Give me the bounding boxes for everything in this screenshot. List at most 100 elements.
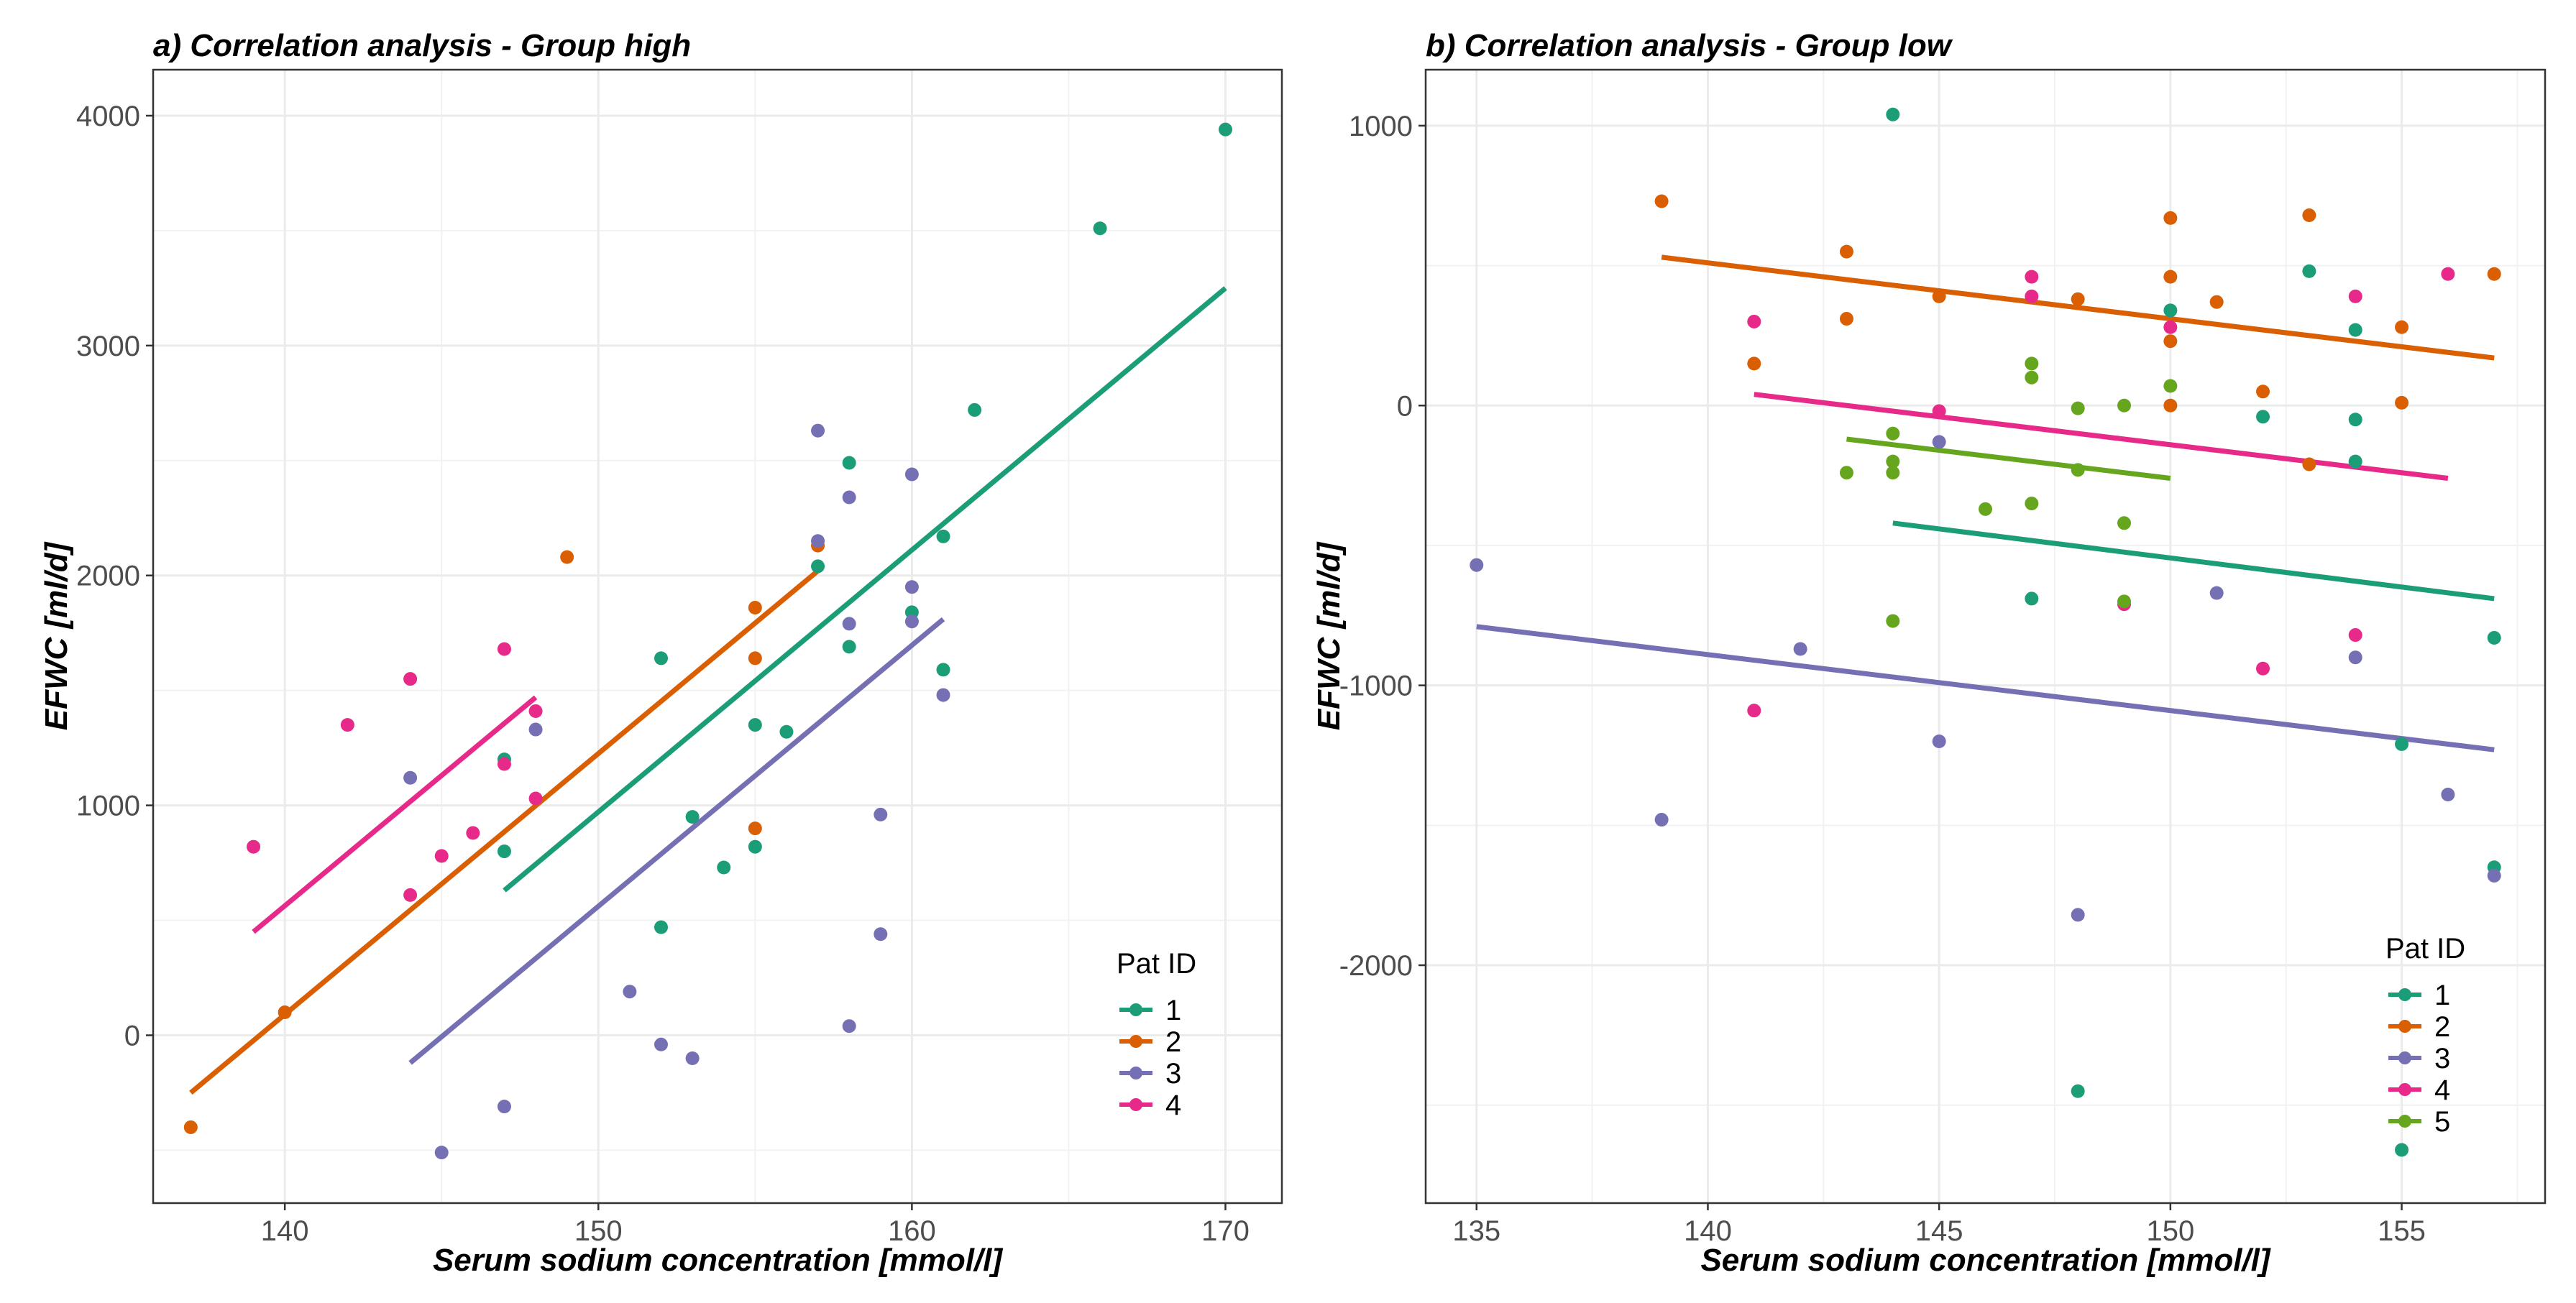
b-point-series-4: [2441, 267, 2455, 281]
b-point-series-5: [2117, 398, 2132, 413]
b-legend-key-point-5: [2398, 1115, 2411, 1128]
a-panel-border: [152, 68, 1283, 1205]
b-point-series-2: [1932, 289, 1946, 303]
a-point-series-1: [717, 860, 731, 875]
b-point-series-3: [2071, 908, 2085, 922]
b-fit-line-5: [1846, 436, 2171, 481]
a-point-series-4: [247, 839, 261, 854]
b-point-series-2: [2256, 385, 2270, 399]
b-point-series-4: [2348, 289, 2362, 303]
a-point-series-1: [842, 640, 856, 654]
b-tick-label-x: 155: [2378, 1215, 2426, 1247]
a-y-axis-title: EFWC [ml/d]: [39, 541, 74, 730]
b-y-axis-title: EFWC [ml/d]: [1311, 541, 1347, 730]
a-point-series-1: [654, 920, 668, 934]
a-point-series-1: [748, 839, 762, 854]
b-fit-line-2: [1661, 254, 2495, 361]
b-point-series-2: [2395, 395, 2409, 410]
b-legend-label-4: 4: [2434, 1074, 2450, 1106]
a-legend-label-3: 3: [1165, 1058, 1181, 1090]
a-point-series-3: [497, 1100, 511, 1114]
a-point-series-2: [748, 601, 762, 615]
b-point-series-4: [1747, 704, 1761, 718]
a-point-series-1: [497, 844, 511, 859]
b-tick-label-x: 135: [1452, 1215, 1500, 1247]
b-point-series-1: [2025, 591, 2039, 606]
a-x-axis-title: Serum sodium concentration [mmol/l]: [433, 1243, 1003, 1278]
a-point-series-3: [904, 580, 919, 594]
a-point-series-1: [1093, 221, 1107, 236]
a-point-series-3: [874, 807, 888, 821]
b-point-series-3: [1932, 735, 1946, 749]
b-point-series-2: [1747, 356, 1761, 371]
b-point-series-3: [1470, 558, 1484, 572]
b-point-series-2: [2395, 320, 2409, 334]
a-tick-label-x: 140: [261, 1215, 309, 1247]
a-fit-line-4: [252, 695, 538, 934]
a-point-series-4: [497, 757, 511, 771]
panel-a: 140 150 160 170 0 1000 2000 3000 4000 a) Correlat…: [39, 28, 1283, 1278]
a-point-series-2: [748, 821, 762, 836]
b-point-series-5: [2163, 379, 2178, 393]
b-point-series-2: [1654, 194, 1669, 208]
a-legend-label-4: 4: [1165, 1090, 1181, 1121]
b-point-series-1: [2395, 737, 2409, 751]
b-point-series-1: [2487, 630, 2501, 645]
b-point-series-2: [2302, 208, 2316, 222]
a-point-series-4: [340, 718, 354, 732]
a-tick-label-x: 160: [888, 1215, 936, 1247]
a-point-series-1: [654, 651, 668, 666]
a-point-series-4: [403, 672, 418, 686]
b-point-series-1: [2348, 413, 2362, 427]
b-point-series-4: [1932, 404, 1946, 418]
b-legend-key-point-1: [2398, 988, 2411, 1001]
b-tick-label-y: 1000: [1349, 111, 1413, 142]
b-point-series-4: [2025, 270, 2039, 284]
b-legend-key-point-4: [2398, 1083, 2411, 1096]
b-point-series-2: [2487, 267, 2501, 281]
b-point-series-1: [2348, 323, 2362, 337]
b-point-series-1: [1886, 107, 1900, 121]
a-fit-line-1: [503, 286, 1227, 893]
a-tick-label-y: 1000: [76, 791, 140, 822]
a-point-series-1: [842, 456, 856, 470]
b-tick-label-y: -2000: [1339, 950, 1413, 982]
a-point-series-3: [654, 1037, 668, 1051]
a-point-series-1: [748, 718, 762, 732]
a-point-series-3: [685, 1051, 700, 1065]
b-fit-line-3: [1476, 624, 2495, 752]
a-legend-label-2: 2: [1165, 1026, 1181, 1058]
b-point-series-1: [2071, 1084, 2085, 1098]
a-point-series-4: [528, 791, 543, 806]
b-point-series-1: [2163, 303, 2178, 318]
a-panel-title: a) Correlation analysis - Group high: [153, 28, 691, 63]
b-tick-label-x: 140: [1684, 1215, 1732, 1247]
a-point-series-3: [811, 534, 825, 548]
b-point-series-5: [2071, 401, 2085, 415]
a-point-series-1: [685, 810, 700, 824]
a-legend-key-point-3: [1129, 1067, 1142, 1079]
b-point-series-5: [2025, 370, 2039, 385]
b-point-series-5: [1886, 454, 1900, 469]
a-point-series-2: [278, 1005, 292, 1020]
b-point-series-3: [2209, 586, 2224, 600]
b-point-series-2: [1839, 244, 1853, 259]
b-point-series-2: [2163, 211, 2178, 225]
b-legend-key-point-3: [2398, 1051, 2411, 1064]
b-point-series-5: [1886, 466, 1900, 480]
b-point-series-5: [1979, 502, 1992, 516]
b-point-series-3: [2487, 868, 2501, 883]
b-point-series-2: [2071, 292, 2085, 306]
a-point-series-1: [811, 559, 825, 574]
b-point-series-2: [1839, 312, 1853, 326]
b-point-series-4: [2163, 320, 2178, 334]
a-point-series-4: [403, 888, 418, 902]
b-panel-title: b) Correlation analysis - Group low: [1426, 28, 1953, 63]
b-fit-line-4: [1754, 392, 2449, 481]
a-legend-label-1: 1: [1165, 995, 1181, 1026]
a-point-series-1: [936, 663, 950, 677]
b-point-series-4: [2025, 289, 2039, 303]
a-point-series-3: [623, 985, 637, 999]
b-point-series-3: [2441, 788, 2455, 802]
